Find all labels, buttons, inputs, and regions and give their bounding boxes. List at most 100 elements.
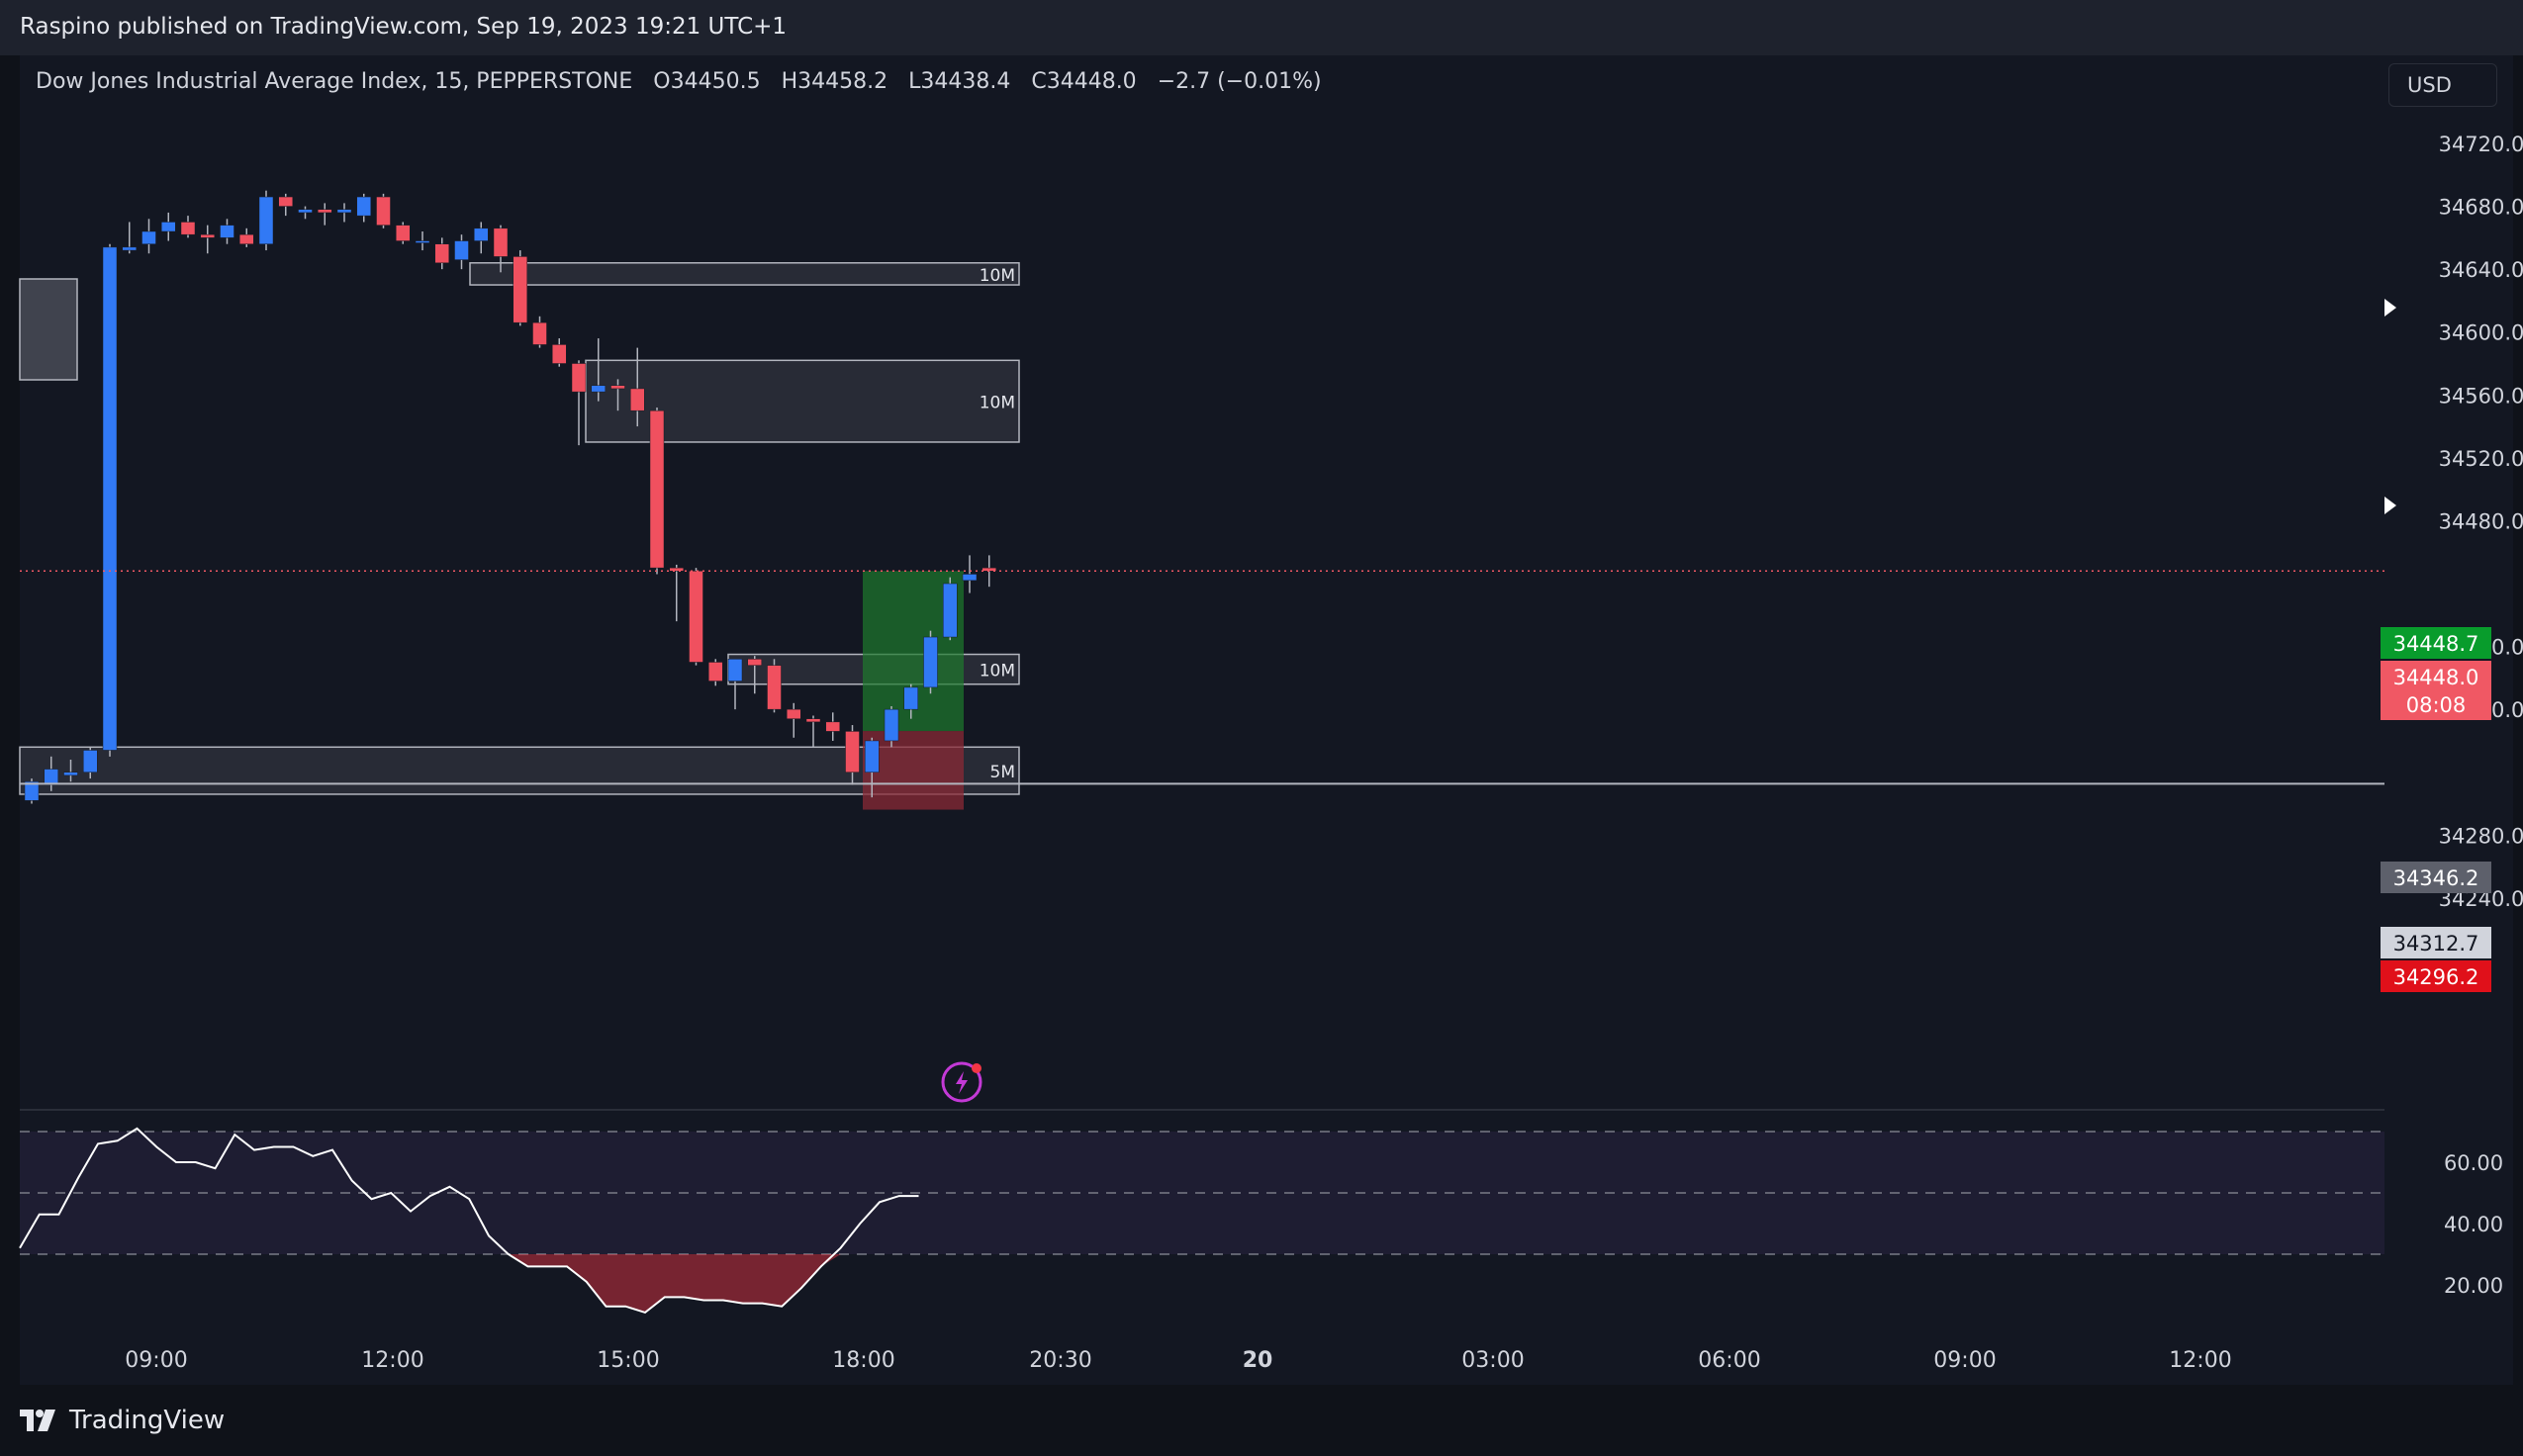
candle-down	[787, 708, 801, 719]
ohlc-close: C34448.0	[1031, 69, 1137, 94]
chart-background	[20, 55, 2384, 1385]
candle-up	[474, 228, 489, 241]
tradingview-logo-icon	[20, 1410, 55, 1431]
price-label-text: 34346.2	[2393, 866, 2479, 890]
candle-up	[63, 772, 78, 776]
symbol-legend: Dow Jones Industrial Average Index, 15, …	[36, 69, 1336, 94]
tradingview-logo[interactable]: TradingView	[20, 1403, 225, 1438]
price-tick-label: 34480.0	[2439, 509, 2523, 533]
alert-icon[interactable]	[941, 1061, 982, 1103]
tradingview-brand: TradingView	[69, 1406, 226, 1435]
price-tick-label: 34520.0	[2439, 447, 2523, 471]
zone-box	[585, 359, 1020, 443]
price-label-text: 08:08	[2406, 693, 2467, 717]
symbol-name: Dow Jones Industrial Average Index, 15, …	[36, 69, 633, 94]
price-marker-arrow-icon	[2384, 497, 2396, 514]
candle-up	[102, 246, 118, 751]
time-tick-label: 09:00	[125, 1348, 187, 1373]
published-info: Raspino published on TradingView.com, Se…	[20, 14, 788, 40]
candle-up	[884, 708, 899, 742]
ohlc-change: −2.7 (−0.01%)	[1157, 69, 1322, 94]
price-marker-arrow-icon	[2384, 299, 2396, 317]
candle-down	[318, 209, 332, 214]
candle-down	[434, 243, 449, 264]
candle-up	[336, 209, 352, 214]
candle-down	[610, 385, 625, 390]
ohlc-low: L34438.4	[908, 69, 1011, 94]
candle-up	[943, 583, 958, 638]
price-label-text: 34448.7	[2393, 632, 2479, 656]
candle-up	[415, 240, 430, 243]
price-tick-label: 34640.0	[2439, 258, 2523, 282]
candle-up	[591, 385, 606, 393]
zone-box	[469, 262, 1020, 286]
price-label-countdown	[2381, 688, 2491, 720]
candle-down	[513, 256, 527, 323]
time-tick-label: 20:30	[1029, 1348, 1091, 1373]
ohlc-open: O34450.5	[653, 69, 761, 94]
price-tick-label: 34680.0	[2439, 196, 2523, 220]
candle-down	[630, 388, 645, 411]
zone-label: 10M	[980, 662, 1015, 682]
price-tick-label: 34720.0	[2439, 133, 2523, 156]
candle-down	[571, 363, 587, 393]
candle-down	[552, 344, 567, 364]
candle-down	[845, 731, 860, 773]
time-axis: 09:00 12:00 15:00 18:00 20:30 20 03:00 06:00 09:…	[125, 1348, 2231, 1373]
candle-down	[532, 321, 547, 345]
candle-up	[923, 636, 938, 688]
loss-zone	[863, 731, 964, 810]
candle-down	[180, 222, 196, 235]
rsi-tick-label: 20.00	[2444, 1274, 2503, 1298]
zone-label: 5M	[990, 763, 1015, 782]
candle-up	[122, 246, 137, 251]
time-tick-label: 12:00	[361, 1348, 423, 1373]
candle-down	[708, 662, 723, 682]
time-tick-label: 15:00	[597, 1348, 659, 1373]
candle-up	[454, 240, 469, 260]
candle-down	[200, 233, 215, 238]
candle-up	[44, 769, 58, 785]
price-label-text: 34312.7	[2393, 932, 2479, 956]
candle-down	[767, 665, 782, 710]
time-tick-label: 18:00	[832, 1348, 894, 1373]
price-tick-label: 34560.0	[2439, 384, 2523, 408]
candle-down	[376, 196, 391, 226]
time-tick-label: 06:00	[1698, 1348, 1760, 1373]
candle-up	[903, 686, 918, 710]
candle-up	[83, 750, 98, 773]
candle-up	[220, 225, 234, 238]
time-tick-label: 12:00	[2169, 1348, 2231, 1373]
candle-down	[649, 410, 665, 569]
rsi-oversold-fill	[508, 1254, 841, 1313]
ohlc-high: H34458.2	[781, 69, 888, 94]
time-tick-label: 09:00	[1933, 1348, 1996, 1373]
candle-up	[727, 659, 743, 682]
price-label-bid	[2381, 627, 2491, 659]
price-lines	[20, 570, 2384, 785]
candle-up	[356, 196, 371, 217]
price-tick-label: 34600.0	[2439, 321, 2523, 345]
price-label-text: 34296.2	[2393, 965, 2479, 989]
zone-label: 10M	[980, 266, 1015, 286]
time-tick-label: 20	[1243, 1348, 1273, 1373]
price-label-hline	[2381, 927, 2491, 958]
candle-up	[258, 196, 274, 244]
candle-down	[493, 228, 509, 257]
rsi-tick-label: 60.00	[2444, 1151, 2503, 1175]
publish-header: Raspino published on TradingView.com, Se…	[0, 0, 2523, 55]
price-label-last	[2381, 661, 2491, 692]
candle-down	[239, 233, 254, 244]
price-label-text: 34448.0	[2393, 666, 2479, 689]
candle-up	[298, 209, 313, 214]
price-labels: 34448.7 34448.0 08:08 34346.2 34312.7 34296.2	[2381, 627, 2491, 992]
time-tick-label: 03:00	[1461, 1348, 1524, 1373]
zone-label: 10M	[980, 394, 1015, 413]
rsi-line	[19, 1127, 919, 1315]
candle-down	[805, 718, 821, 723]
currency-button[interactable]: USD	[2388, 63, 2497, 107]
candle-up	[962, 574, 978, 582]
zone-box	[19, 278, 78, 381]
price-label-stop	[2381, 960, 2491, 992]
